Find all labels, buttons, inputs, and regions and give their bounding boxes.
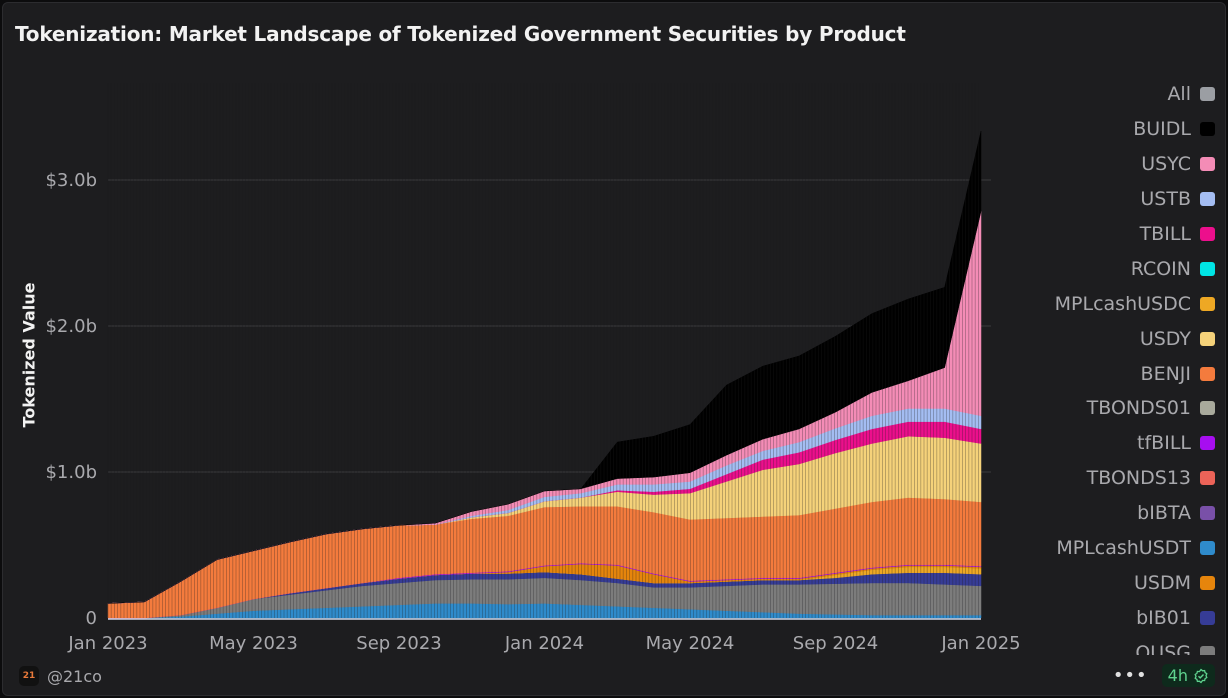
legend-label: BUIDL — [1133, 118, 1191, 141]
legend-label: BENJI — [1140, 362, 1191, 385]
legend-item-rcoin[interactable]: RCOIN — [975, 251, 1215, 286]
legend-item-buidl[interactable]: BUIDL — [975, 112, 1215, 147]
legend-label: USDM — [1134, 571, 1191, 594]
legend-label: USYC — [1141, 153, 1191, 176]
legend-label: OUSG — [1135, 641, 1191, 655]
chart-title: Tokenization: Market Landscape of Tokeni… — [15, 22, 906, 46]
legend: All BUIDL USYC USTB TBILL RCOIN MPLcashUSDC USD… — [975, 77, 1215, 655]
refresh-interval: 4h — [1167, 666, 1188, 685]
x-tick-label: Jan 2024 — [504, 633, 584, 654]
refresh-badge[interactable]: 4h — [1161, 664, 1215, 687]
legend-label: All — [1167, 83, 1191, 106]
legend-item-tfbill[interactable]: tfBILL — [975, 426, 1215, 461]
legend-item-mplcashusdc[interactable]: MPLcashUSDC — [975, 286, 1215, 321]
legend-swatch[interactable] — [1200, 541, 1215, 556]
x-tick-label: Jan 2023 — [67, 633, 147, 654]
legend-swatch[interactable] — [1200, 575, 1215, 590]
legend-swatch[interactable] — [1200, 471, 1215, 486]
legend-item-usdm[interactable]: USDM — [975, 565, 1215, 600]
legend-item-mplcashusdt[interactable]: MPLcashUSDT — [975, 531, 1215, 566]
legend-item-ousg[interactable]: OUSG — [975, 635, 1215, 655]
series-area-buidl[interactable] — [107, 131, 982, 604]
legend-item-tbonds01[interactable]: TBONDS01 — [975, 391, 1215, 426]
legend-swatch[interactable] — [1200, 331, 1215, 346]
y-tick-label: $3.0b — [45, 170, 97, 191]
legend-item-bib01[interactable]: bIB01 — [975, 600, 1215, 635]
y-tick-label: $1.0b — [45, 462, 97, 483]
21co-logo: 21 — [19, 666, 39, 686]
legend-label: USDY — [1139, 327, 1191, 350]
legend-swatch[interactable] — [1200, 401, 1215, 416]
footer-author[interactable]: 21 @21co — [19, 666, 102, 686]
legend-swatch[interactable] — [1200, 645, 1215, 655]
y-tick-label: $2.0b — [45, 316, 97, 337]
more-options-icon[interactable]: ••• — [1112, 665, 1148, 686]
legend-label: USTB — [1140, 188, 1191, 211]
legend-swatch[interactable] — [1200, 261, 1215, 276]
legend-label: MPLcashUSDT — [1056, 537, 1191, 560]
legend-item-all[interactable]: All — [975, 77, 1215, 112]
legend-item-usdy[interactable]: USDY — [975, 321, 1215, 356]
legend-swatch[interactable] — [1200, 506, 1215, 521]
verified-check-icon — [1194, 668, 1208, 683]
legend-item-benji[interactable]: BENJI — [975, 356, 1215, 391]
legend-label: TBILL — [1139, 223, 1191, 245]
legend-swatch[interactable] — [1200, 227, 1215, 241]
legend-item-usyc[interactable]: USYC — [975, 147, 1215, 182]
stacked-area-chart: 0 $1.0b $2.0b $3.0b Jan 2023 May 2023 Sep 2023… — [45, 83, 1021, 654]
legend-item-ustb[interactable]: USTB — [975, 182, 1215, 217]
legend-item-tbonds13[interactable]: TBONDS13 — [975, 461, 1215, 496]
legend-swatch[interactable] — [1200, 87, 1215, 102]
legend-label: bIB01 — [1136, 606, 1191, 629]
legend-swatch[interactable] — [1200, 366, 1215, 381]
x-tick-label: May 2024 — [646, 633, 735, 654]
y-axis-label: Tokenized Value — [19, 282, 39, 428]
legend-label: tfBILL — [1137, 432, 1191, 455]
x-tick-label: Sep 2024 — [793, 633, 878, 654]
legend-swatch[interactable] — [1200, 157, 1215, 172]
legend-swatch[interactable] — [1200, 122, 1215, 137]
author-handle[interactable]: @21co — [47, 666, 102, 686]
y-tick-label: 0 — [86, 608, 97, 629]
legend-swatch[interactable] — [1200, 192, 1215, 207]
legend-label: RCOIN — [1130, 257, 1191, 280]
x-tick-label: May 2023 — [209, 633, 298, 654]
legend-label: bIBTA — [1137, 502, 1191, 525]
legend-swatch[interactable] — [1200, 610, 1215, 625]
legend-item-bibta[interactable]: bIBTA — [975, 496, 1215, 531]
legend-label: TBONDS13 — [1086, 467, 1191, 490]
legend-swatch[interactable] — [1200, 436, 1215, 451]
legend-swatch[interactable] — [1200, 296, 1215, 311]
legend-item-tbill[interactable]: TBILL — [975, 217, 1215, 252]
x-tick-label: Jan 2025 — [940, 633, 1020, 654]
x-tick-label: Sep 2023 — [356, 633, 441, 654]
legend-label: MPLcashUSDC — [1054, 292, 1191, 315]
legend-label: TBONDS01 — [1086, 397, 1191, 420]
